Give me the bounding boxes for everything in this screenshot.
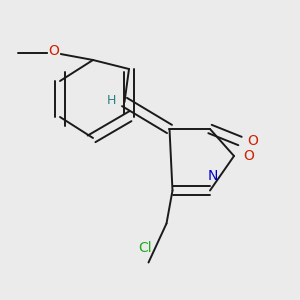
Text: N: N [208,169,218,183]
Text: O: O [243,149,254,163]
Text: H: H [107,94,116,107]
Text: O: O [248,134,258,148]
Text: Cl: Cl [139,241,152,255]
Text: O: O [49,44,59,58]
